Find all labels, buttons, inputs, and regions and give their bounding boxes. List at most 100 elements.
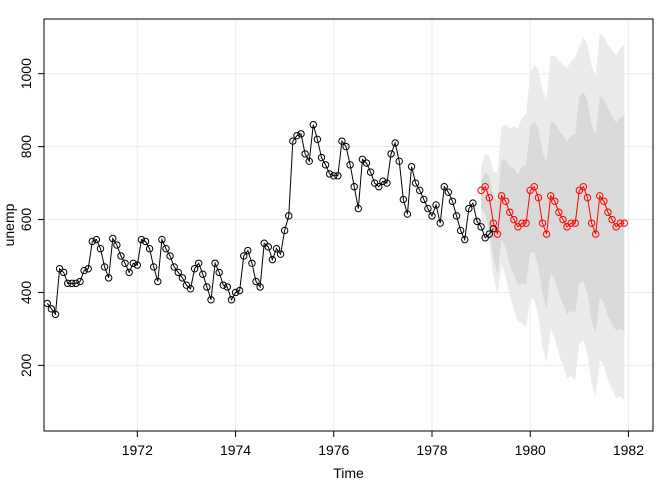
observed-point [76,277,84,286]
observed-point [330,172,338,180]
observed-point [178,274,187,282]
observed-point [338,137,346,145]
observed-point [285,212,293,220]
forecast-point [559,215,567,224]
observed-point [170,263,178,271]
forecast-point [604,208,612,216]
observed-point [121,259,129,267]
observed-point [432,201,440,209]
observed-point [424,204,432,213]
observed-point [154,277,162,286]
observed-point [444,188,453,196]
observed-point [109,234,117,243]
observed-point [223,283,232,291]
observed-line [46,124,494,316]
observed-point [215,268,223,277]
y-tick-label: 800 [18,135,34,159]
observed-point [407,162,416,171]
y-tick-label: 1000 [18,58,34,89]
observed-point [64,279,72,288]
observed-point [358,155,367,164]
observed-point [379,177,387,185]
observed-point [211,259,219,267]
observed-point [72,279,80,288]
observed-point [227,296,236,304]
forecast-point [579,183,588,191]
y-axis-title: unemp [1,203,17,246]
observed-point [186,285,195,293]
x-tick-label: 1974 [220,442,251,458]
forecast-point [506,208,514,216]
observed-point [293,131,301,140]
forecast-point [530,183,539,191]
observed-point [137,235,146,244]
x-tick-label: 1982 [613,442,644,458]
forecast-point [546,192,555,200]
observed-point [485,230,493,238]
forecast-point [542,230,551,238]
observed-point [268,255,277,264]
observed-point [416,186,424,195]
observed-point [342,142,350,151]
observed-point [190,265,199,273]
observed-point [80,266,88,275]
observed-point [280,226,289,235]
forecast-point [497,192,506,200]
observed-point [260,239,268,247]
observed-point [452,212,461,220]
observed-point [420,195,428,204]
observed-point [489,224,498,233]
observed-point [313,135,322,144]
forecast-point [616,219,624,227]
observed-point [88,237,97,246]
observed-point [354,204,363,213]
band-80-percent [481,91,625,333]
observed-point [276,250,285,258]
observed-point [129,259,137,267]
y-axis-ticks: 200 400 600 800 1000 [18,58,45,377]
observed-point [219,281,227,289]
forecast-point [567,219,575,227]
observed-point [100,263,109,271]
observed-point [481,234,489,242]
forecast-point [551,197,559,206]
observed-point [59,268,68,277]
observed-point [346,161,354,169]
observed-point [84,265,92,273]
observed-point [305,157,313,165]
observed-point [387,150,395,158]
observed-point [375,183,383,191]
forecast-point [510,215,518,224]
observed-point [395,157,403,165]
observed-point [440,183,448,191]
forecast-point [608,215,616,224]
x-axis-ticks: 1972 1974 1976 1978 1980 1982 [122,430,644,458]
observed-point [248,259,256,267]
forecast-point [583,193,592,202]
band-80-area [481,91,625,333]
forecast-point [563,223,571,231]
y-tick-label: 600 [18,208,34,232]
x-tick-label: 1972 [122,442,153,458]
forecast-point [587,219,596,227]
observed-point [68,279,76,288]
observed-point [289,137,297,145]
observed-point [301,150,309,158]
observed-point [117,252,125,260]
forecast-point [620,219,629,227]
observed-point [104,274,113,282]
observed-point [465,204,473,213]
observed-point [411,179,420,187]
observed-point [166,252,174,260]
observed-point [145,244,154,253]
observed-point [473,217,481,226]
observed-point [235,286,244,295]
observed-point [272,244,281,253]
observed-point [158,235,166,244]
y-tick-label: 400 [18,281,34,305]
observed-point [240,252,248,260]
observed-point [231,288,240,297]
observed-point [244,246,252,255]
observed-point [47,305,56,313]
observed-series [43,121,498,319]
